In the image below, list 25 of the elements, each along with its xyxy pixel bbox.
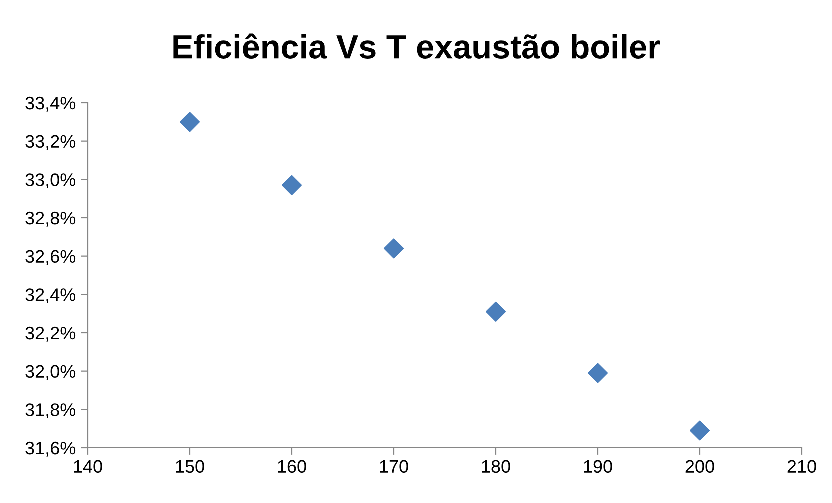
y-tick-label: 32,4% <box>26 288 76 304</box>
x-tick-label: 190 <box>584 460 612 474</box>
point <box>180 112 200 132</box>
chart-title: Eficiência Vs T exaustão boiler <box>174 34 660 59</box>
x-tick-label: 210 <box>788 460 816 474</box>
point <box>384 238 404 259</box>
point <box>690 420 710 441</box>
y-tick-label: 33,2% <box>26 135 76 150</box>
y-tick-label: 31,8% <box>26 404 76 419</box>
x-tick-label: 150 <box>176 460 204 474</box>
y-tick-label: 32,2% <box>26 326 76 342</box>
y-tick-label: 32,8% <box>26 212 76 227</box>
y-tick-label: 32,6% <box>26 250 76 266</box>
point <box>282 175 302 196</box>
x-tick-label: 140 <box>74 460 102 474</box>
y-tick-label: 33,0% <box>26 174 76 189</box>
y-tick-label: 33,4% <box>26 96 76 112</box>
x-tick-label: 180 <box>482 460 510 474</box>
x-tick-label: 200 <box>686 460 714 474</box>
point <box>486 302 506 322</box>
x-tick-label: 170 <box>380 460 408 474</box>
y-tick-label: 32,0% <box>26 365 76 380</box>
x-tick-label: 160 <box>278 460 306 474</box>
y-tick-label: 31,6% <box>26 442 76 457</box>
point <box>588 363 608 384</box>
